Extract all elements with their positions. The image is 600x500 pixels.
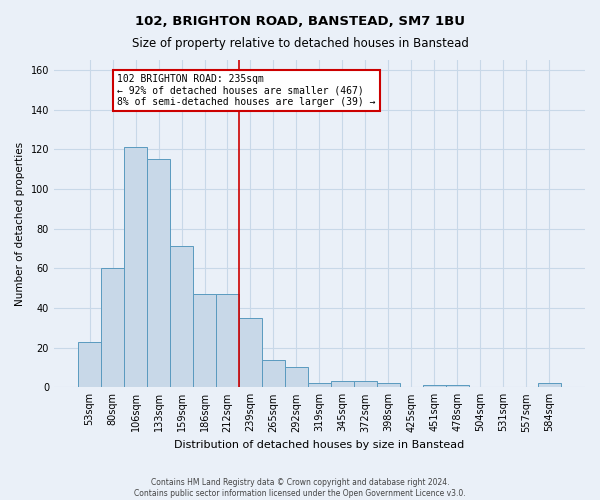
Bar: [239, 318, 262, 388]
Bar: [331, 382, 354, 388]
Bar: [262, 360, 285, 388]
Bar: [285, 368, 308, 388]
Text: 102, BRIGHTON ROAD, BANSTEAD, SM7 1BU: 102, BRIGHTON ROAD, BANSTEAD, SM7 1BU: [135, 15, 465, 28]
Bar: [354, 382, 377, 388]
Bar: [124, 148, 147, 388]
Bar: [78, 342, 101, 388]
Bar: [308, 384, 331, 388]
Bar: [216, 294, 239, 388]
X-axis label: Distribution of detached houses by size in Banstead: Distribution of detached houses by size …: [175, 440, 464, 450]
Text: 102 BRIGHTON ROAD: 235sqm
← 92% of detached houses are smaller (467)
8% of semi-: 102 BRIGHTON ROAD: 235sqm ← 92% of detac…: [117, 74, 376, 107]
Bar: [423, 386, 446, 388]
Bar: [101, 268, 124, 388]
Bar: [446, 386, 469, 388]
Bar: [538, 384, 561, 388]
Y-axis label: Number of detached properties: Number of detached properties: [15, 142, 25, 306]
Text: Size of property relative to detached houses in Banstead: Size of property relative to detached ho…: [131, 38, 469, 51]
Text: Contains HM Land Registry data © Crown copyright and database right 2024.
Contai: Contains HM Land Registry data © Crown c…: [134, 478, 466, 498]
Bar: [377, 384, 400, 388]
Bar: [193, 294, 216, 388]
Bar: [170, 246, 193, 388]
Bar: [147, 159, 170, 388]
